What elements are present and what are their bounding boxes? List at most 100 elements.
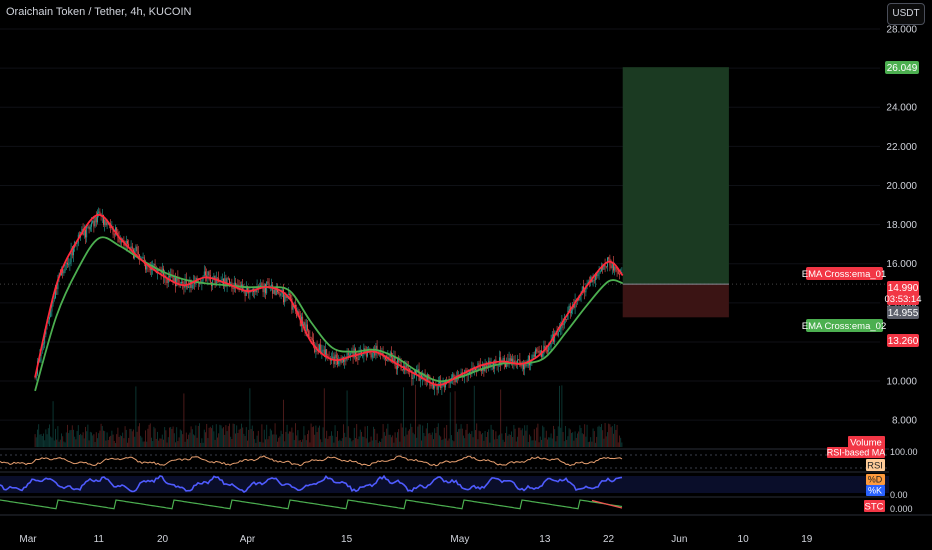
candle-body xyxy=(62,269,64,274)
stoch-pane[interactable] xyxy=(0,471,889,493)
volume-bar xyxy=(272,434,274,447)
candle-body xyxy=(517,359,518,365)
candle-body xyxy=(89,226,91,230)
candle-body xyxy=(274,289,276,296)
candle-body xyxy=(309,336,311,338)
time-axis[interactable]: Mar 11 20 Apr 15 May 13 22 Jun 10 19 xyxy=(19,534,812,545)
volume-bar xyxy=(404,436,406,447)
volume-bar xyxy=(604,423,606,447)
candle-body xyxy=(95,216,97,223)
volume-bar xyxy=(262,442,264,447)
long-position-tool[interactable] xyxy=(0,67,886,318)
volume-bars xyxy=(34,384,623,447)
candle-body xyxy=(393,355,395,363)
candle-body xyxy=(488,361,490,368)
price-axis[interactable]: 28.00026.00024.00022.00020.00018.00016.0… xyxy=(886,25,917,427)
stc-pane[interactable] xyxy=(0,496,889,510)
volume-bar xyxy=(124,426,126,447)
volume-bar xyxy=(209,426,211,447)
candle-body xyxy=(353,348,355,358)
candle-body xyxy=(151,268,152,271)
volume-bar xyxy=(363,436,365,447)
volume-bar xyxy=(316,432,318,447)
volume-bar xyxy=(520,430,522,447)
volume-bar xyxy=(106,432,108,447)
volume-bar xyxy=(329,435,331,447)
volume-bar xyxy=(155,438,157,447)
candle-body xyxy=(398,358,400,363)
candle-body xyxy=(205,271,206,276)
volume-bar xyxy=(411,426,413,447)
volume-bar xyxy=(416,437,418,447)
volume-bar xyxy=(485,436,487,447)
candle-body xyxy=(91,222,92,227)
volume-bar xyxy=(231,438,233,447)
volume-bar xyxy=(117,427,119,447)
volume-bar xyxy=(407,430,409,447)
volume-bar xyxy=(112,434,114,447)
volume-bar xyxy=(121,436,122,447)
candle-body xyxy=(68,263,70,265)
volume-bar xyxy=(465,429,467,447)
candle-body xyxy=(169,276,170,278)
candle-body xyxy=(87,226,89,228)
volume-bar xyxy=(427,423,428,447)
candle-body xyxy=(509,358,511,362)
volume-bar xyxy=(91,432,92,447)
volume-bar xyxy=(53,440,55,447)
volume-bar xyxy=(111,430,113,447)
candle-body xyxy=(310,337,312,339)
candle-body xyxy=(385,356,386,360)
candle-body xyxy=(103,214,104,225)
currency-button[interactable]: USDT xyxy=(887,3,925,25)
candle-body xyxy=(275,289,277,296)
volume-bar xyxy=(302,439,304,447)
volume-bar xyxy=(557,426,559,447)
volume-bar xyxy=(340,441,342,447)
volume-bar xyxy=(620,437,622,447)
volume-bar xyxy=(538,442,540,447)
volume-bar xyxy=(285,431,287,447)
volume-bar xyxy=(529,434,530,447)
volume-bar xyxy=(505,432,506,447)
candle-body xyxy=(445,380,446,388)
candle-body xyxy=(287,293,289,295)
candle-body xyxy=(346,352,348,361)
volume-bar xyxy=(249,388,251,447)
candle-body xyxy=(292,305,294,310)
candle-body xyxy=(303,322,305,326)
candle-body xyxy=(217,277,218,279)
candle-body xyxy=(452,374,454,378)
candle-body xyxy=(56,285,58,290)
time-tick-label: 15 xyxy=(341,534,353,545)
rsi-pane[interactable] xyxy=(0,448,889,469)
volume-bar xyxy=(561,385,563,447)
volume-bar xyxy=(88,440,90,447)
candle-body xyxy=(267,281,269,284)
volume-bar xyxy=(337,431,338,447)
volume-bar xyxy=(481,434,482,447)
candle-body xyxy=(146,264,148,270)
candle-body xyxy=(601,266,602,272)
candle-body xyxy=(571,310,572,314)
volume-bar xyxy=(374,428,376,447)
candle-body xyxy=(520,365,522,367)
candle-body xyxy=(433,381,434,389)
volume-bar xyxy=(537,423,539,447)
svg-text:%D: %D xyxy=(868,475,883,485)
volume-bar xyxy=(483,440,485,447)
volume-bar xyxy=(405,427,407,447)
volume-bar xyxy=(287,433,289,447)
volume-bar xyxy=(184,441,186,447)
volume-bar xyxy=(255,442,257,447)
volume-bar xyxy=(495,431,497,447)
candle-body xyxy=(339,360,341,362)
candle-body xyxy=(116,227,118,233)
volume-bar xyxy=(146,441,148,447)
candle-body xyxy=(619,273,620,275)
candle-body xyxy=(70,249,72,263)
candle-body xyxy=(613,262,614,271)
candle-body xyxy=(537,351,539,353)
volume-bar xyxy=(341,438,343,447)
